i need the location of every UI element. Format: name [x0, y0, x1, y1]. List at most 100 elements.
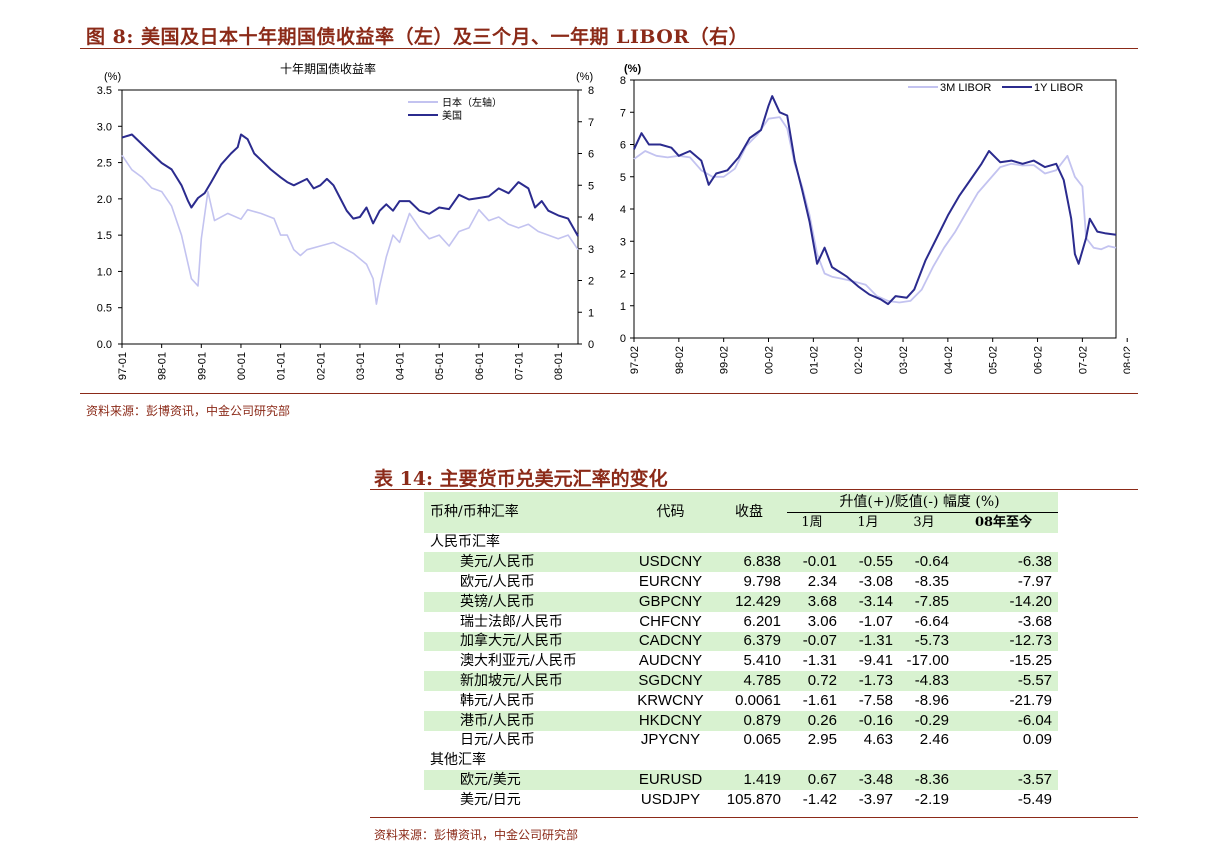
change-1w: -1.31	[802, 652, 837, 670]
table-row: 美元/日元 USDJPY 105.870 -1.42 -3.97 -2.19 -5.49	[424, 790, 1058, 810]
table-row: 港币/人民币 HKDCNY 0.879 0.26 -0.16 -0.29 -6.04	[424, 710, 1059, 731]
change-3m: -0.64	[899, 552, 955, 573]
x-tick-label: 06-01	[474, 352, 486, 380]
table-row: 日元/人民币 JPYCNY 0.065 2.95 4.63 2.46 0.09	[424, 731, 1058, 751]
right-tick-label: 4	[588, 212, 594, 224]
right-axis-unit: (%)	[576, 71, 593, 83]
y-tick-label: 8	[620, 75, 626, 87]
change-3m: -8.96	[914, 691, 949, 709]
table-row: 澳大利亚元/人民币 AUDCNY 5.410 -1.31 -9.41 -17.00 -15.…	[424, 651, 1058, 671]
change-ytd: -5.57	[955, 671, 1059, 691]
change-3m: -17.00	[906, 652, 949, 670]
change-ytd: -15.25	[1009, 652, 1053, 670]
x-tick-label: 02-01	[315, 352, 327, 380]
x-tick-label: 01-02	[808, 346, 820, 374]
change-3m: -8.35	[914, 573, 949, 591]
left-tick-label: 0.0	[97, 339, 112, 351]
y-tick-label: 1	[620, 301, 626, 313]
table-source: 资料来源：彭博资讯，中金公司研究部	[374, 828, 579, 842]
x-tick-label: 97-01	[117, 352, 129, 380]
figure-title: 图 8: 美国及日本十年期国债收益率（左）及三个月、一年期 LIBOR（右）	[86, 26, 749, 48]
change-1w: -1.42	[802, 790, 837, 808]
header-3m: 3月	[899, 512, 955, 533]
change-1m: -1.73	[843, 671, 899, 691]
change-1m: -0.55	[843, 552, 899, 573]
header-change-group: 升值(+)/贬值(-) 幅度 (%)	[787, 492, 1059, 513]
y-tick-label: 0	[620, 333, 626, 345]
group-label: 人民币汇率	[430, 534, 500, 551]
x-tick-label: 04-02	[943, 346, 955, 374]
change-1m: -9.41	[858, 652, 893, 670]
change-1m: -3.14	[843, 591, 899, 612]
right-tick-label: 3	[588, 244, 594, 256]
change-1m: -3.48	[843, 770, 899, 790]
change-1w: 3.68	[787, 591, 843, 612]
axis-unit: (%)	[624, 63, 641, 75]
x-tick-label: 03-01	[355, 352, 367, 380]
y-tick-label: 7	[620, 107, 626, 119]
x-tick-label: 04-01	[395, 352, 407, 380]
change-3m: -2.19	[914, 790, 949, 808]
x-tick-label: 98-01	[157, 352, 169, 380]
currency-pair-name: 英镑/人民币	[424, 591, 630, 612]
fx-table: 币种/币种汇率 代码 收盘 升值(+)/贬值(-) 幅度 (%) 1周 1月 3…	[424, 492, 1059, 810]
close-value: 6.838	[717, 552, 787, 573]
japan-yield-line	[121, 154, 579, 305]
currency-pair-name: 韩元/人民币	[460, 692, 535, 709]
change-1m: -3.97	[858, 790, 893, 808]
left-tick-label: 3.5	[97, 85, 112, 97]
currency-pair-name: 港币/人民币	[424, 710, 630, 731]
table-row: 新加坡元/人民币 SGDCNY 4.785 0.72 -1.73 -4.83 -5.57	[424, 671, 1059, 691]
y-tick-label: 3	[620, 236, 626, 248]
right-tick-label: 1	[588, 307, 594, 319]
libor-3m-line	[633, 116, 1117, 304]
change-1w: -0.01	[787, 552, 843, 573]
table-row: 英镑/人民币 GBPCNY 12.429 3.68 -3.14 -7.85 -14.20	[424, 591, 1059, 612]
x-tick-label: 08-01	[553, 352, 565, 380]
close-value: 0.0061	[735, 691, 781, 709]
currency-code: EURCNY	[638, 573, 703, 591]
table-row: 欧元/美元 EURUSD 1.419 0.67 -3.48 -8.36 -3.57	[424, 770, 1059, 790]
change-ytd: -14.20	[955, 591, 1059, 612]
currency-code: USDJPY	[640, 790, 701, 808]
x-tick-label: 99-01	[196, 352, 208, 380]
right-tick-label: 2	[588, 276, 594, 288]
close-value: 0.879	[717, 710, 787, 731]
x-tick-label: 99-02	[719, 346, 731, 374]
change-ytd: -3.68	[1017, 612, 1053, 630]
table-title-rule	[370, 489, 1138, 490]
change-ytd: -21.79	[1009, 691, 1053, 709]
change-1m: -1.31	[843, 631, 899, 652]
left-tick-label: 1.0	[97, 266, 112, 278]
currency-code: USDCNY	[630, 552, 717, 573]
left-tick-label: 3.0	[97, 121, 112, 133]
header-1w: 1周	[787, 512, 843, 533]
change-1w: -1.61	[802, 691, 837, 709]
y-tick-label: 4	[620, 204, 626, 216]
currency-pair-name: 日元/人民币	[460, 732, 535, 749]
legend-label: 1Y LIBOR	[1034, 82, 1083, 94]
figure-bottom-rule	[80, 393, 1138, 394]
close-value: 5.410	[743, 652, 781, 670]
change-1m: 4.63	[863, 731, 893, 749]
left-tick-label: 1.5	[97, 230, 112, 242]
currency-code: EURUSD	[630, 770, 717, 790]
change-1w: -0.07	[787, 631, 843, 652]
legend-label: 美国	[442, 109, 462, 122]
currency-code: GBPCNY	[630, 591, 717, 612]
close-value: 0.065	[743, 731, 781, 749]
x-tick-label: 06-02	[1033, 346, 1045, 374]
header-ytd: 08年至今	[955, 512, 1059, 533]
right-tick-label: 0	[588, 339, 594, 351]
currency-pair-name: 澳大利亚元/人民币	[460, 653, 577, 670]
x-tick-label: 98-02	[674, 346, 686, 374]
table-row: 欧元/人民币 EURCNY 9.798 2.34 -3.08 -8.35 -7.97	[424, 572, 1058, 592]
left-tick-label: 2.5	[97, 158, 112, 170]
legend-label: 3M LIBOR	[940, 82, 991, 94]
change-1m: -0.16	[843, 710, 899, 731]
change-1m: -3.08	[858, 573, 893, 591]
header-1m: 1月	[843, 512, 899, 533]
currency-pair-name: 美元/日元	[460, 791, 521, 808]
left-tick-label: 2.0	[97, 194, 112, 206]
table-row: 美元/人民币 USDCNY 6.838 -0.01 -0.55 -0.64 -6.38	[424, 552, 1059, 573]
